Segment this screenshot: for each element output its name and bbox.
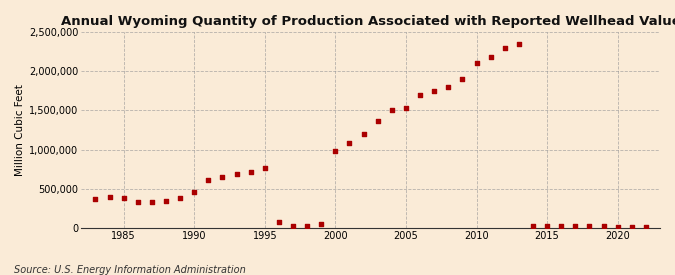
Point [330,149,341,153]
Point [373,118,383,123]
Point [541,224,552,229]
Point [288,223,298,228]
Point [584,224,595,229]
Title: Annual Wyoming Quantity of Production Associated with Reported Wellhead Value: Annual Wyoming Quantity of Production As… [61,15,675,28]
Point [514,42,524,46]
Point [457,77,468,81]
Point [386,108,397,112]
Point [471,61,482,65]
Point [132,200,143,204]
Point [161,198,171,203]
Point [528,223,539,228]
Point [146,200,157,205]
Point [443,85,454,89]
Point [500,45,510,50]
Point [175,196,186,200]
Point [358,132,369,136]
Point [641,225,651,229]
Point [429,89,439,93]
Point [598,224,609,229]
Point [217,175,228,180]
Point [485,55,496,59]
Point [556,224,566,229]
Point [570,224,580,229]
Point [273,219,284,224]
Point [189,189,200,194]
Point [245,169,256,174]
Point [259,166,270,170]
Text: Source: U.S. Energy Information Administration: Source: U.S. Energy Information Administ… [14,265,245,275]
Point [344,141,355,145]
Point [400,105,411,110]
Point [414,92,425,97]
Point [302,224,313,228]
Point [612,225,623,229]
Point [626,225,637,229]
Point [118,196,129,200]
Y-axis label: Million Cubic Feet: Million Cubic Feet [15,84,25,176]
Point [104,195,115,200]
Point [316,222,327,227]
Point [203,178,214,182]
Point [231,172,242,176]
Point [90,197,101,201]
